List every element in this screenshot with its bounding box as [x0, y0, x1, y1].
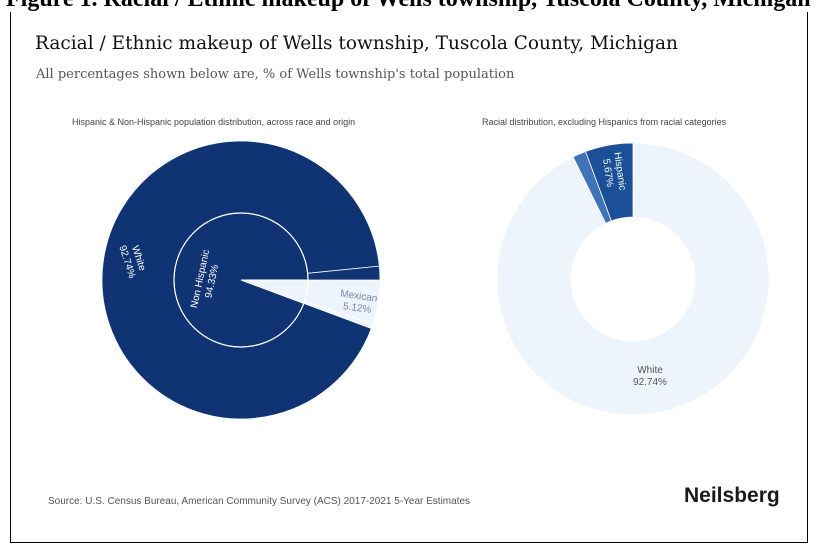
figure-frame [10, 12, 808, 543]
source-note: Source: U.S. Census Bureau, American Com… [48, 496, 471, 507]
left-chart-subtitle: Hispanic & Non-Hispanic population distr… [72, 117, 356, 127]
right-chart-subtitle: Racial distribution, excluding Hispanics… [482, 117, 727, 127]
inner-ring-border [173, 212, 309, 348]
label-mexican: Mexican5.12% [338, 289, 378, 317]
slice-white-right [496, 142, 770, 416]
slice-hispanic-right [585, 142, 634, 222]
label-hispanic-right: Hispanic5.67% [599, 151, 627, 192]
chart-title: Racial / Ethnic makeup of Wells township… [35, 33, 678, 54]
clipped-figure-heading: Figure 1. Racial / Ethnic makeup of Well… [0, 0, 815, 12]
brand-logo: Neilsberg [684, 484, 780, 507]
label-white-right: White 92.74% [633, 365, 667, 388]
clipped-heading-text: Figure 1. Racial / Ethnic makeup of Well… [6, 0, 811, 12]
chart-subtitle: All percentages shown below are, % of We… [36, 67, 515, 82]
